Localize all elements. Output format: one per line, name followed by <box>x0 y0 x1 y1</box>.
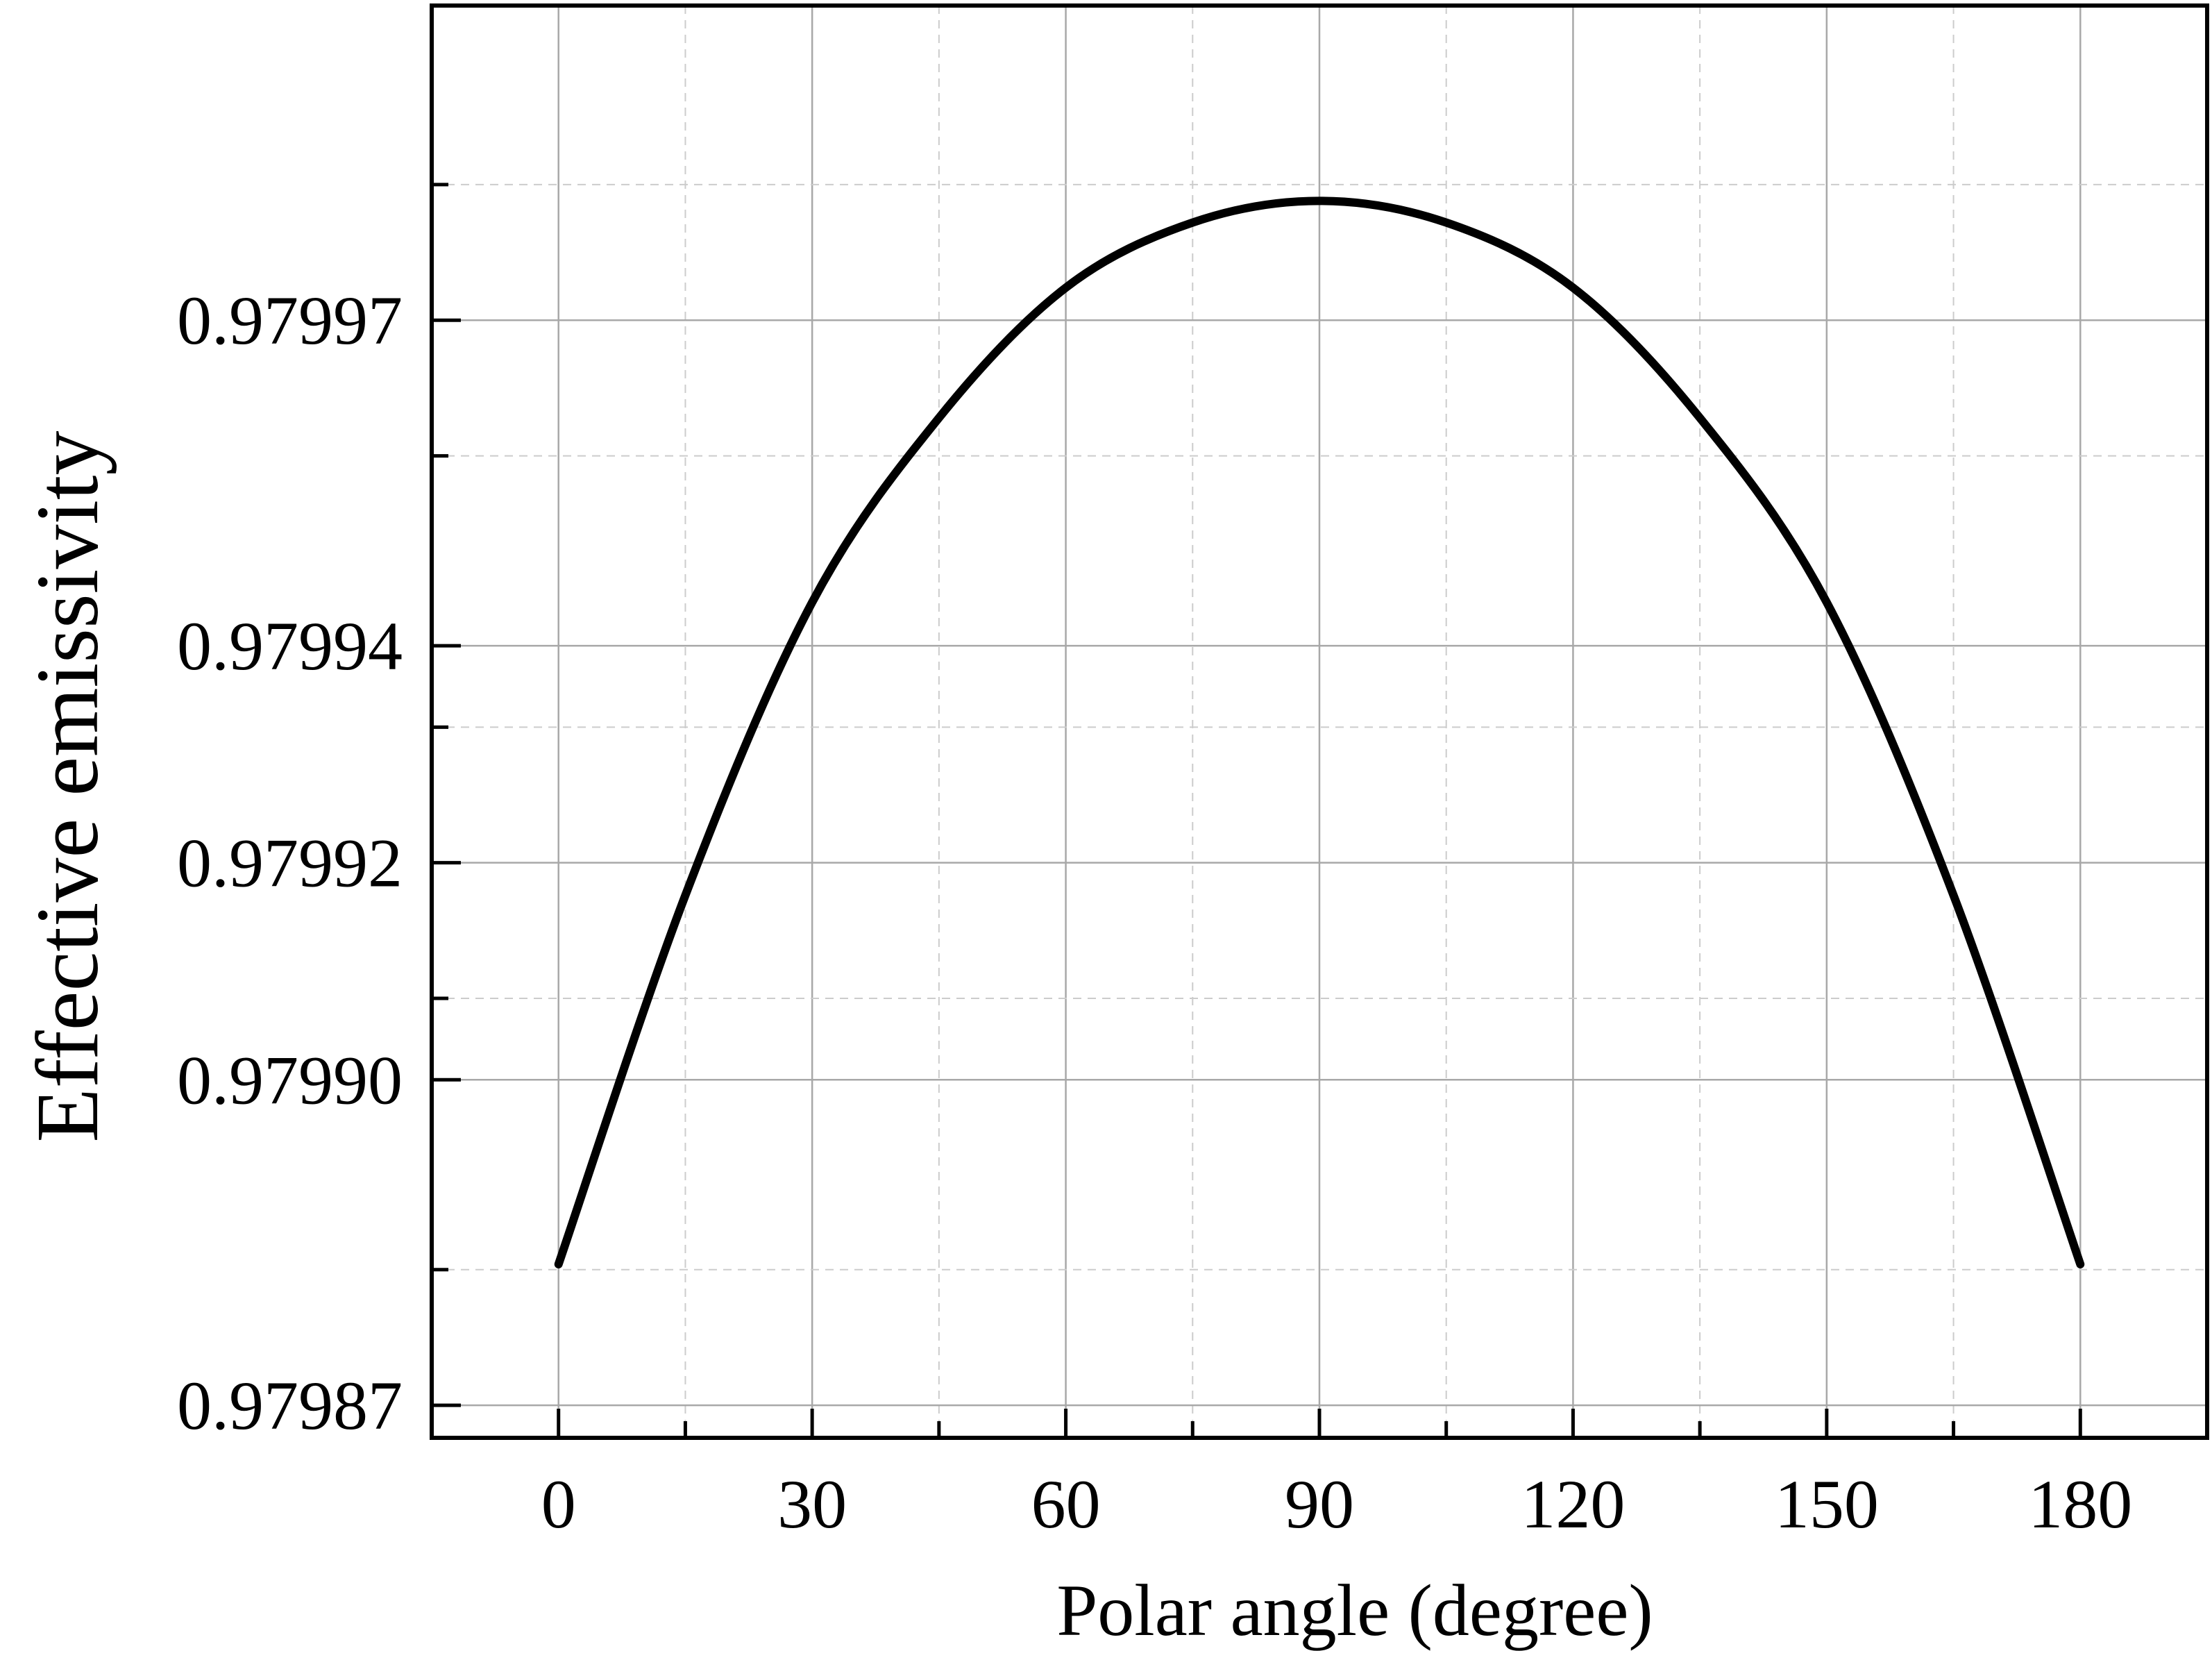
x-tick-label: 180 <box>2028 1466 2132 1543</box>
y-tick-label: 0.97997 <box>177 282 403 359</box>
x-axis-title: Polar angle (degree) <box>1056 1570 1653 1651</box>
x-tick-label: 30 <box>777 1466 847 1543</box>
x-tick-label: 120 <box>1521 1466 1625 1543</box>
grid <box>432 6 2207 1438</box>
y-tick-label: 0.97992 <box>177 825 403 902</box>
series-line <box>554 196 2085 1268</box>
y-axis-title: Effective emissivity <box>18 431 117 1143</box>
y-tick-label: 0.97987 <box>177 1367 403 1444</box>
x-tick-label: 60 <box>1031 1466 1101 1543</box>
x-tick-labels: 0 30 60 90 120 150 180 <box>541 1466 2133 1543</box>
x-tick-label: 0 <box>541 1466 576 1543</box>
x-tick-label: 90 <box>1285 1466 1354 1543</box>
ticks <box>432 183 2082 1438</box>
y-tick-labels: 0.97987 0.97990 0.97992 0.97994 0.97997 <box>177 282 403 1444</box>
y-tick-label: 0.97990 <box>177 1041 403 1118</box>
y-tick-label: 0.97994 <box>177 607 403 685</box>
x-tick-label: 150 <box>1775 1466 1879 1543</box>
